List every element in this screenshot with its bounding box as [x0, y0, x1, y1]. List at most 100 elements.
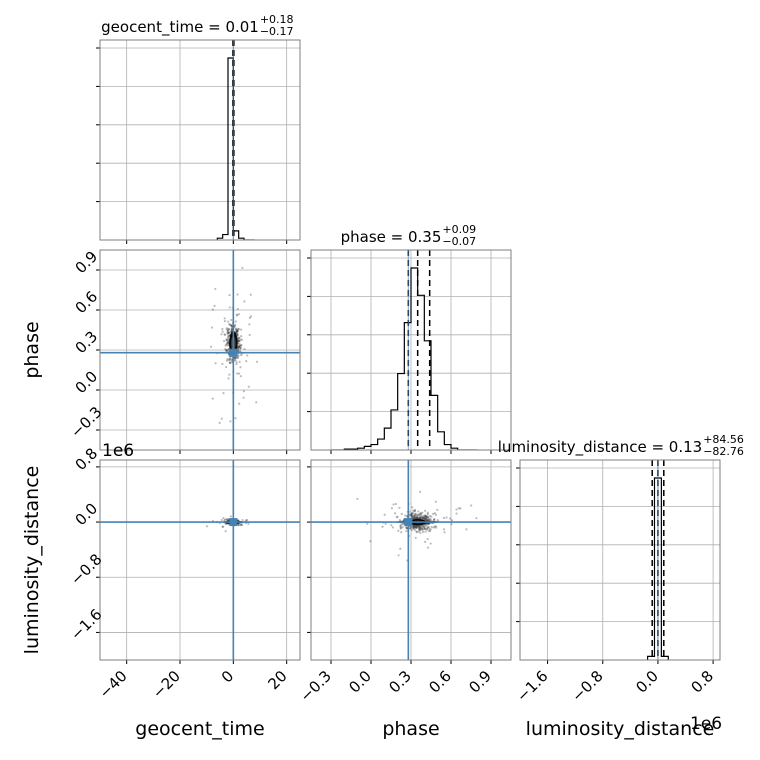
sample-point: [239, 523, 243, 526]
sample-point: [226, 332, 229, 335]
sample-point: [227, 334, 230, 337]
sample-point: [423, 509, 427, 512]
sample-point: [424, 524, 427, 527]
sample-point: [434, 513, 437, 516]
sample-point: [222, 391, 225, 395]
sample-point: [445, 516, 448, 519]
panel-frame: [519, 459, 721, 661]
sample-point: [418, 515, 421, 518]
sample-point: [227, 328, 230, 331]
sample-point: [235, 330, 238, 334]
sample-point: [237, 372, 241, 375]
sample-point: [255, 360, 259, 363]
sample-point: [423, 527, 427, 530]
sample-point: [423, 526, 426, 529]
sample-point: [429, 518, 432, 521]
sample-point: [225, 338, 228, 341]
sample-point: [236, 339, 240, 343]
sample-point: [239, 524, 243, 527]
sample-point: [426, 546, 430, 549]
sample-point: [220, 518, 223, 522]
sample-point: [436, 518, 439, 522]
sample-point: [394, 512, 397, 515]
sample-point: [412, 527, 415, 530]
panel-content: [100, 250, 300, 450]
sample-point: [412, 526, 415, 530]
sample-point: [416, 516, 419, 519]
sample-point: [236, 356, 239, 359]
y-offset-text: 1e6: [102, 441, 134, 461]
sample-point: [408, 527, 411, 530]
title-main: luminosity_distance = 0.13: [498, 438, 702, 457]
sample-point: [414, 526, 418, 529]
sample-point: [424, 515, 427, 518]
sample-point: [399, 547, 402, 550]
sample-point: [228, 373, 231, 376]
sample-point: [226, 341, 229, 344]
sample-point: [410, 513, 413, 516]
sample-point: [415, 526, 418, 529]
sample-point: [220, 333, 223, 336]
sample-point: [243, 347, 246, 351]
sample-point: [418, 525, 421, 528]
sample-point: [425, 516, 428, 520]
sample-point: [417, 525, 421, 529]
sample-point: [236, 356, 240, 359]
title-lower-error: −0.07: [442, 235, 476, 248]
sample-point: [421, 516, 425, 520]
sample-point: [423, 518, 426, 521]
sample-point: [420, 527, 423, 530]
sample-point: [238, 339, 241, 342]
sample-point: [237, 339, 240, 342]
sample-point: [413, 515, 416, 518]
sample-point: [411, 512, 414, 515]
title-phase: phase = 0.35 +0.09−0.07: [341, 223, 477, 248]
sample-point: [412, 509, 415, 512]
sample-point: [416, 513, 419, 516]
sample-point: [421, 528, 424, 532]
sample-point: [414, 514, 417, 518]
sample-point: [421, 525, 425, 528]
sample-point: [235, 329, 238, 332]
sample-point: [228, 361, 231, 364]
sample-point: [421, 511, 424, 514]
sample-point: [424, 516, 428, 520]
sample-point: [237, 345, 240, 349]
sample-point: [434, 500, 437, 503]
sample-point: [241, 518, 244, 522]
sample-point: [413, 517, 416, 520]
sample-point: [419, 512, 422, 515]
sample-point: [428, 530, 432, 533]
sample-point: [413, 509, 417, 512]
panel-phase-vs-phase: [307, 249, 512, 454]
x-tick-label: −0.3: [297, 667, 335, 705]
x-tick-label: −40: [96, 667, 131, 702]
sample-point: [242, 396, 245, 399]
sample-point: [434, 525, 437, 528]
panel-phase-vs-geocent_time: −0.30.00.30.60.9: [67, 247, 301, 454]
sample-point: [221, 525, 224, 528]
panel-luminosity_distance-vs-luminosity_distance: −1.6 −0.8 0.0 0.8: [513, 459, 721, 705]
sample-point: [230, 328, 233, 331]
sample-point: [410, 512, 413, 515]
sample-point: [242, 390, 246, 393]
sample-point: [418, 513, 421, 516]
sample-point: [421, 516, 424, 519]
sample-point: [425, 524, 428, 527]
sample-point: [223, 518, 227, 521]
sample-point: [425, 516, 428, 519]
sample-point: [421, 527, 424, 531]
sample-point: [405, 525, 408, 529]
sample-point: [410, 529, 413, 532]
sample-point: [424, 515, 427, 519]
sample-point: [418, 529, 422, 532]
sample-point: [237, 350, 240, 353]
sample-point: [415, 525, 418, 529]
title-upper-error: +0.09: [442, 223, 476, 236]
sample-point: [239, 338, 242, 341]
truth-marker: [229, 348, 238, 357]
sample-point: [223, 320, 226, 323]
sample-point: [412, 515, 415, 518]
sample-point: [229, 420, 232, 423]
